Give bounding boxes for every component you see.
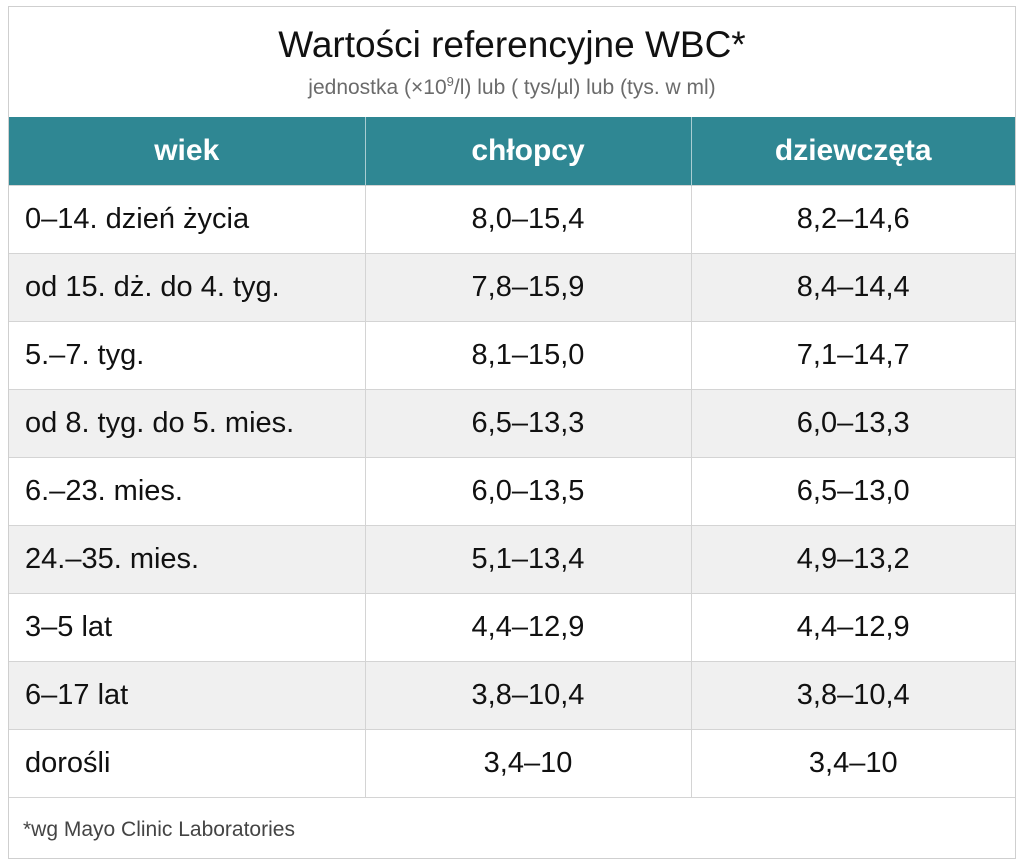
unit-exponent: 9 <box>446 74 454 89</box>
unit-subtitle-prefix: jednostka (×10 <box>308 76 447 99</box>
reference-table-card: Wartości referencyjne WBC* jednostka (×1… <box>8 6 1016 859</box>
age-cell: 6.–23. mies. <box>9 456 366 525</box>
boys-value-cell: 3,8–10,4 <box>365 660 692 729</box>
table-row: 6.–23. mies. 6,0–13,5 6,5–13,0 <box>9 456 1015 525</box>
girls-value-cell: 4,9–13,2 <box>691 524 1015 593</box>
table-row: 5.–7. tyg. 8,1–15,0 7,1–14,7 <box>9 320 1015 389</box>
girls-value-cell: 7,1–14,7 <box>691 320 1015 389</box>
boys-value-cell: 3,4–10 <box>365 728 692 797</box>
table-row: 6–17 lat 3,8–10,4 3,8–10,4 <box>9 660 1015 729</box>
age-cell: 0–14. dzień życia <box>9 184 366 253</box>
girls-value-cell: 8,4–14,4 <box>691 252 1015 321</box>
unit-subtitle: jednostka (×109/l) lub ( tys/µl) lub (ty… <box>9 75 1015 101</box>
column-header-girls: dziewczęta <box>691 117 1015 185</box>
table-header-row: wiek chłopcy dziewczęta <box>9 117 1015 185</box>
boys-value-cell: 4,4–12,9 <box>365 592 692 661</box>
table-row: od 15. dż. do 4. tyg. 7,8–15,9 8,4–14,4 <box>9 252 1015 321</box>
girls-value-cell: 8,2–14,6 <box>691 184 1015 253</box>
age-cell: 3–5 lat <box>9 592 366 661</box>
girls-value-cell: 4,4–12,9 <box>691 592 1015 661</box>
title-block: Wartości referencyjne WBC* jednostka (×1… <box>9 7 1015 117</box>
source-footnote: *wg Mayo Clinic Laboratories <box>9 797 1015 861</box>
boys-value-cell: 8,1–15,0 <box>365 320 692 389</box>
column-header-boys: chłopcy <box>365 117 692 185</box>
table-header: wiek chłopcy dziewczęta <box>9 117 1015 185</box>
table-row: dorośli 3,4–10 3,4–10 <box>9 728 1015 797</box>
table-body: 0–14. dzień życia 8,0–15,4 8,2–14,6 od 1… <box>9 184 1015 797</box>
page-title: Wartości referencyjne WBC* <box>278 24 746 65</box>
boys-value-cell: 5,1–13,4 <box>365 524 692 593</box>
age-cell: 24.–35. mies. <box>9 524 366 593</box>
boys-value-cell: 8,0–15,4 <box>365 184 692 253</box>
boys-value-cell: 6,0–13,5 <box>365 456 692 525</box>
age-cell: od 15. dż. do 4. tyg. <box>9 252 366 321</box>
girls-value-cell: 6,5–13,0 <box>691 456 1015 525</box>
girls-value-cell: 3,8–10,4 <box>691 660 1015 729</box>
age-cell: 5.–7. tyg. <box>9 320 366 389</box>
table-row: 24.–35. mies. 5,1–13,4 4,9–13,2 <box>9 524 1015 593</box>
age-cell: dorośli <box>9 728 366 797</box>
age-cell: 6–17 lat <box>9 660 366 729</box>
unit-subtitle-suffix: /l) lub ( tys/µl) lub (tys. w ml) <box>453 76 716 99</box>
age-cell: od 8. tyg. do 5. mies. <box>9 388 366 457</box>
column-header-age: wiek <box>9 117 366 185</box>
table-row: od 8. tyg. do 5. mies. 6,5–13,3 6,0–13,3 <box>9 388 1015 457</box>
wbc-reference-table: wiek chłopcy dziewczęta 0–14. dzień życi… <box>9 117 1015 797</box>
table-row: 0–14. dzień życia 8,0–15,4 8,2–14,6 <box>9 184 1015 253</box>
boys-value-cell: 7,8–15,9 <box>365 252 692 321</box>
boys-value-cell: 6,5–13,3 <box>365 388 692 457</box>
girls-value-cell: 3,4–10 <box>691 728 1015 797</box>
table-row: 3–5 lat 4,4–12,9 4,4–12,9 <box>9 592 1015 661</box>
girls-value-cell: 6,0–13,3 <box>691 388 1015 457</box>
